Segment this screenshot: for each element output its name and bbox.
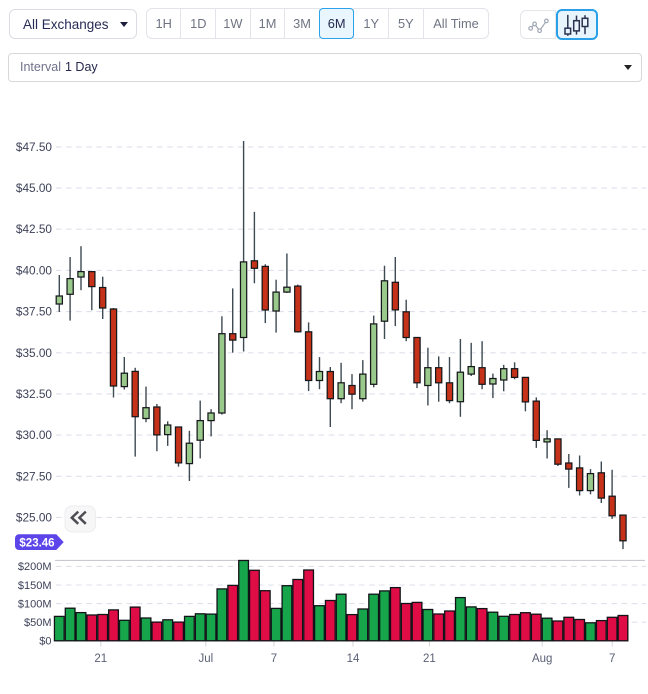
svg-text:$37.50: $37.50 (16, 305, 53, 319)
svg-text:$42.50: $42.50 (16, 222, 53, 236)
svg-text:7: 7 (609, 653, 615, 665)
svg-text:14: 14 (347, 653, 360, 665)
svg-text:21: 21 (423, 653, 436, 665)
svg-text:21: 21 (94, 653, 107, 665)
svg-text:$47.50: $47.50 (16, 140, 53, 154)
svg-text:$40.00: $40.00 (16, 263, 53, 277)
svg-text:$50M: $50M (24, 617, 52, 629)
svg-text:$25.00: $25.00 (16, 510, 53, 524)
svg-text:$32.50: $32.50 (16, 387, 53, 401)
svg-text:$45.00: $45.00 (16, 181, 53, 195)
svg-text:$0: $0 (39, 636, 51, 648)
svg-text:$27.50: $27.50 (16, 469, 53, 483)
svg-text:Aug: Aug (532, 653, 552, 665)
svg-text:Jul: Jul (198, 653, 213, 665)
svg-text:$100M: $100M (18, 598, 52, 610)
svg-text:$150M: $150M (18, 580, 52, 592)
svg-text:$35.00: $35.00 (16, 346, 53, 360)
svg-text:7: 7 (271, 653, 277, 665)
svg-text:$200M: $200M (18, 561, 52, 573)
svg-text:$23.46: $23.46 (19, 537, 54, 549)
svg-text:$30.00: $30.00 (16, 428, 53, 442)
